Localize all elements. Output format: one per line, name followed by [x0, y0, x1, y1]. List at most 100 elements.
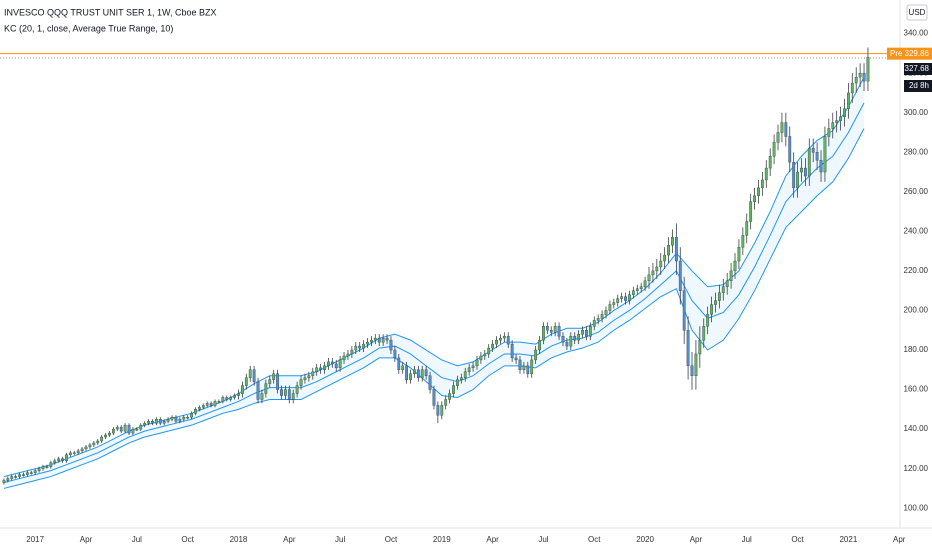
candle-body — [362, 343, 365, 349]
candle-body — [346, 353, 350, 357]
candle-body — [143, 422, 147, 426]
y-tick-label: 120.00 — [904, 464, 929, 473]
candle-body — [655, 266, 659, 272]
x-tick-label: Apr — [80, 535, 93, 544]
x-tick-label: Apr — [486, 535, 499, 544]
candle-body — [780, 122, 784, 133]
candle-body — [686, 330, 690, 367]
currency-box[interactable] — [906, 4, 928, 21]
candle-body — [495, 339, 498, 345]
candle-body — [295, 385, 299, 394]
channel-middle — [3, 102, 865, 484]
candle-body — [217, 401, 221, 403]
candle-body — [194, 409, 197, 414]
y-tick-label: 180.00 — [904, 345, 929, 354]
candle-body — [45, 466, 49, 468]
candle-body — [674, 237, 678, 262]
candle-body — [608, 304, 612, 311]
candle-body — [432, 389, 436, 406]
candle-body — [643, 280, 647, 287]
candle-body — [745, 221, 749, 236]
y-tick-label: 260.00 — [904, 187, 929, 196]
candle-body — [25, 472, 29, 475]
candle-body — [354, 345, 358, 351]
candle-body — [776, 132, 780, 143]
candle-body — [553, 326, 557, 333]
candle-body — [405, 365, 409, 380]
candle-body — [604, 310, 608, 315]
candle-body — [256, 381, 260, 400]
x-tick-label: Jul — [538, 535, 548, 544]
candle-body — [698, 339, 702, 355]
candle-body — [612, 302, 616, 305]
candle-body — [29, 472, 33, 474]
candle-body — [839, 116, 842, 121]
candle-body — [866, 57, 870, 82]
candle-body — [41, 466, 45, 469]
y-tick-label: 340.00 — [904, 29, 929, 38]
candle-body — [178, 419, 182, 422]
candle-body — [272, 373, 276, 380]
candle-body — [452, 385, 455, 394]
candle-body — [123, 424, 127, 432]
candle-body — [635, 288, 639, 291]
candle-body — [10, 476, 14, 479]
channel-upper — [3, 76, 865, 478]
candle-body — [358, 345, 362, 349]
candle-body — [436, 405, 440, 416]
candle-body — [291, 393, 295, 400]
candle-body — [104, 434, 107, 438]
candle-body — [596, 318, 600, 321]
candle-body — [370, 339, 373, 343]
candle-body — [717, 292, 721, 301]
candle-body — [565, 341, 569, 347]
candle-body — [401, 365, 405, 370]
candle-body — [303, 377, 307, 380]
y-tick-label: 300.00 — [904, 108, 929, 117]
candle-body — [240, 385, 244, 394]
candle-body — [252, 369, 256, 382]
candle-body — [772, 142, 776, 157]
candle-body — [6, 478, 10, 481]
candle-body — [569, 335, 573, 347]
candle-body — [276, 373, 279, 390]
candle-body — [233, 395, 236, 398]
candle-body — [733, 260, 737, 272]
candle-body — [381, 337, 385, 343]
candle-body — [479, 355, 483, 361]
candle-body — [18, 474, 21, 477]
candle-body — [784, 122, 788, 137]
candle-body — [448, 393, 452, 400]
candle-body — [639, 286, 643, 289]
x-tick-label: 2021 — [839, 535, 857, 544]
candle-body — [573, 335, 577, 341]
candle-body — [2, 480, 6, 483]
candle-body — [499, 337, 502, 341]
candle-body — [186, 417, 190, 419]
candle-body — [827, 128, 831, 137]
candle-body — [858, 72, 862, 78]
candle-body — [389, 339, 393, 351]
x-tick-label: Jul — [132, 535, 142, 544]
candle-body — [768, 156, 772, 169]
candle-body — [315, 367, 319, 372]
candle-body — [538, 339, 541, 351]
pre-market-value: 329.86 — [905, 49, 930, 58]
candle-body — [800, 167, 803, 173]
candle-body — [530, 359, 534, 374]
candle-body — [471, 365, 475, 369]
x-tick-label: 2019 — [433, 535, 451, 544]
candle-body — [753, 195, 756, 202]
candle-body — [502, 335, 506, 339]
candle-body — [225, 397, 229, 400]
candle-body — [323, 365, 326, 370]
candle-body — [647, 274, 651, 282]
candle-body — [667, 245, 670, 256]
candle-body — [61, 458, 64, 461]
candle-body — [327, 361, 330, 367]
y-tick-label: 200.00 — [904, 306, 929, 315]
candle-body — [416, 369, 420, 378]
candle-body — [330, 361, 334, 365]
candle-body — [244, 377, 248, 386]
